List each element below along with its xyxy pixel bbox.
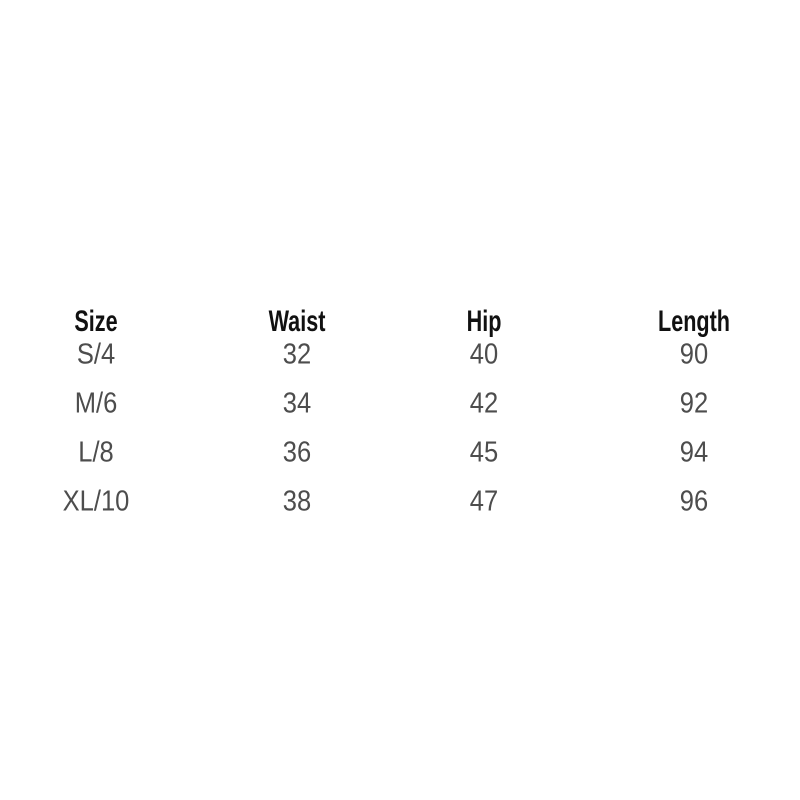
waist-value: 34	[282, 387, 312, 420]
length-value: 96	[679, 485, 709, 518]
column-header-length: Length	[658, 305, 730, 338]
waist-value: 32	[282, 338, 312, 371]
hip-value: 42	[469, 387, 499, 420]
size-value: L/8	[78, 436, 114, 469]
column-header-hip: Hip	[466, 305, 502, 338]
waist-value: 36	[282, 436, 312, 469]
hip-value: 47	[469, 485, 499, 518]
hip-value: 45	[469, 436, 499, 469]
size-value: XL/10	[62, 485, 130, 518]
size-value: M/6	[74, 387, 118, 420]
length-value: 90	[679, 338, 709, 371]
hip-value: 40	[469, 338, 499, 371]
column-header-size: Size	[74, 305, 118, 338]
length-value: 92	[679, 387, 709, 420]
length-value: 94	[679, 436, 709, 469]
waist-value: 38	[282, 485, 312, 518]
size-value: S/4	[76, 338, 116, 371]
column-header-waist: Waist	[268, 305, 326, 338]
